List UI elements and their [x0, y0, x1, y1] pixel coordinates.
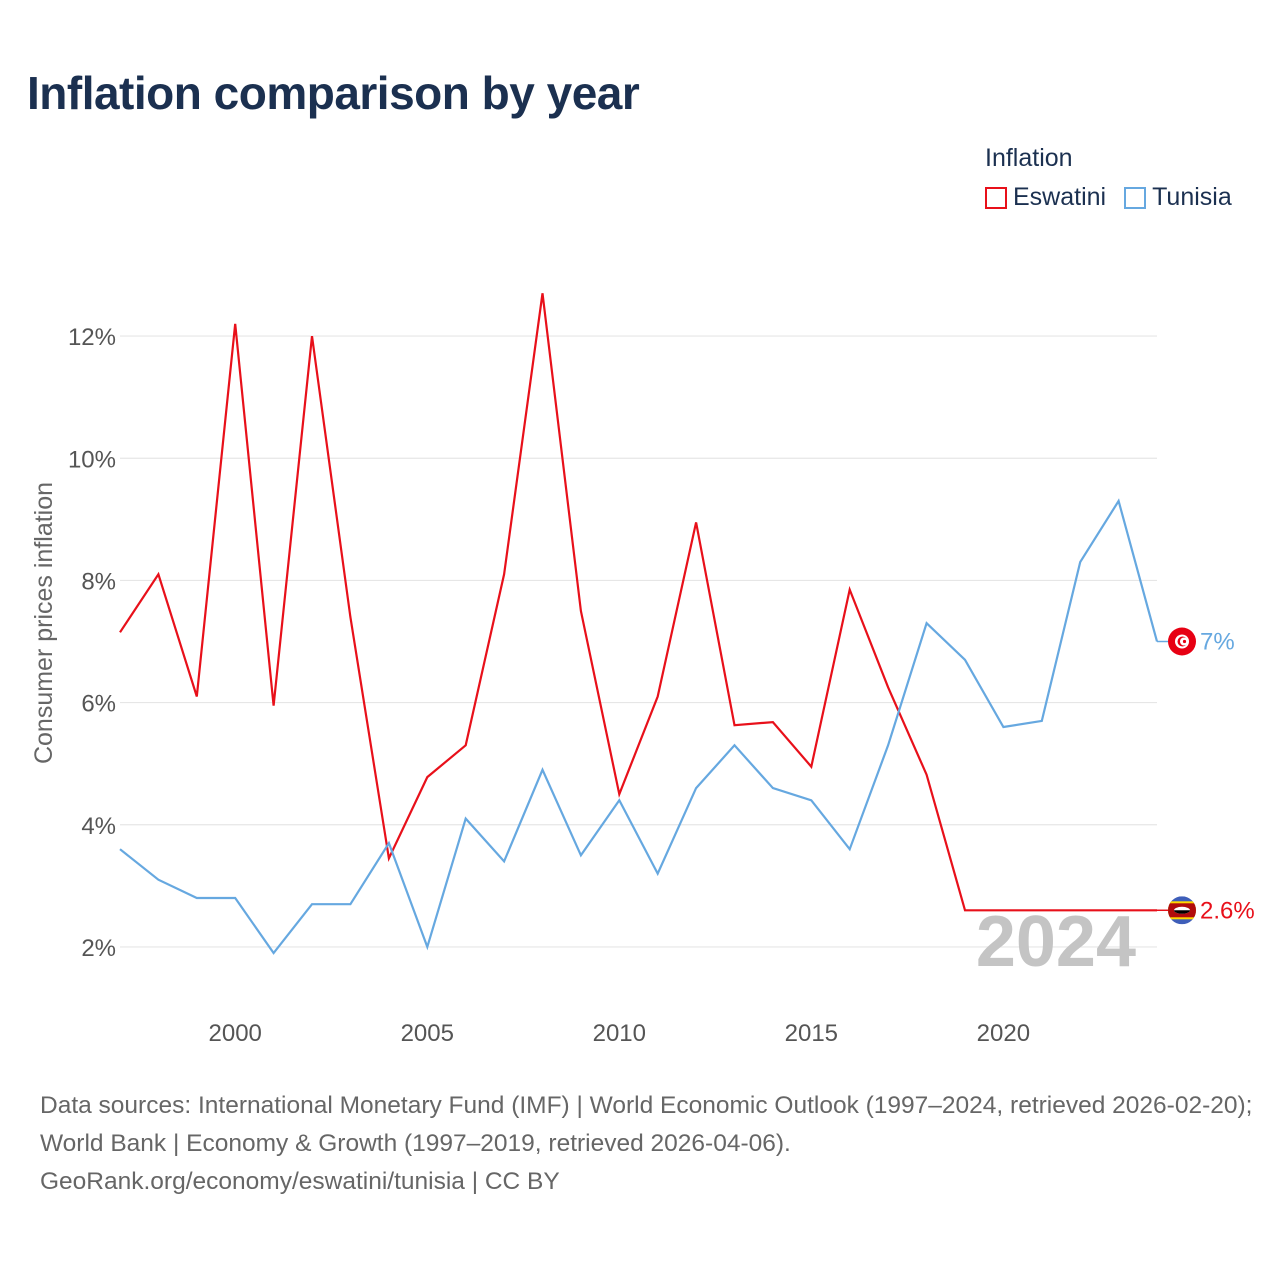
- attribution: GeoRank.org/economy/eswatini/tunisia | C…: [40, 1168, 560, 1195]
- legend: Inflation Eswatini Tunisia: [985, 144, 1232, 212]
- legend-swatch-eswatini: [985, 186, 1007, 209]
- x-tick-label: 2015: [785, 1020, 838, 1047]
- end-label-tunisia: 7%: [1200, 629, 1235, 656]
- flag-tunisia-icon: [1168, 627, 1196, 656]
- page-title: Inflation comparison by year: [27, 67, 640, 119]
- y-tick-label: 10%: [68, 446, 116, 473]
- legend-title: Inflation: [985, 144, 1073, 172]
- legend-item-eswatini[interactable]: Eswatini: [985, 183, 1106, 212]
- data-sources: Data sources: International Monetary Fun…: [40, 1092, 1253, 1157]
- y-tick-label: 8%: [81, 568, 116, 595]
- year-watermark: 2024: [976, 902, 1136, 982]
- series-line-tunisia[interactable]: [119, 498, 1159, 955]
- legend-item-tunisia[interactable]: Tunisia: [1124, 183, 1232, 212]
- x-tick-label: 2000: [209, 1020, 262, 1047]
- legend-label-eswatini: Eswatini: [1013, 183, 1107, 211]
- legend-label-tunisia: Tunisia: [1152, 183, 1232, 211]
- legend-swatch-tunisia: [1124, 186, 1147, 209]
- x-tick-label: 2005: [401, 1020, 454, 1047]
- y-tick-label: 2%: [81, 935, 116, 962]
- y-tick-label: 6%: [81, 691, 116, 718]
- y-tick-label: 12%: [68, 324, 116, 351]
- y-axis-label: Consumer prices inflation: [30, 482, 58, 764]
- flag-eswatini-icon: [1168, 896, 1196, 925]
- x-tick-label: 2020: [977, 1020, 1030, 1047]
- y-tick-label: 4%: [81, 813, 116, 840]
- line-chart: 2024 Consumer prices inflation 2% 4% 6% 8% 1…: [30, 293, 1255, 1047]
- series-line-eswatini[interactable]: [119, 293, 1157, 912]
- end-label-eswatini: 2.6%: [1200, 897, 1255, 924]
- x-tick-label: 2010: [593, 1020, 646, 1047]
- footer: Data sources: International Monetary Fun…: [40, 1087, 1255, 1201]
